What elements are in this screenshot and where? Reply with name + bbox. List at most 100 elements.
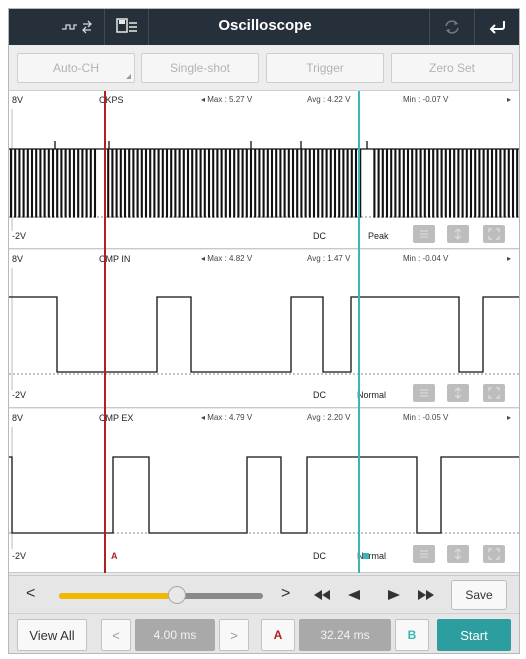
step-forward-button[interactable] (383, 586, 405, 604)
ckps-scale-button[interactable] (447, 225, 469, 243)
cmp-ex-channel-name: CMP EX (99, 413, 134, 423)
time-next-button[interactable]: > (219, 619, 249, 651)
cmp-in-min-value: Min : -0.04 V (403, 254, 449, 263)
back-button[interactable] (475, 9, 519, 45)
start-button[interactable]: Start (437, 619, 511, 651)
cmp-in-waveform (9, 268, 519, 390)
cmp-in-coupling: DC (313, 390, 326, 400)
ckps-channel-name: CKPS (99, 95, 124, 105)
ckps-expand-button[interactable] (483, 225, 505, 243)
time-div-display: 4.00 ms (135, 619, 215, 651)
single-shot-button[interactable]: Single-shot (141, 53, 259, 83)
vertical-arrows-icon (454, 228, 462, 240)
vertical-arrows-icon (454, 548, 462, 560)
dropdown-corner-icon (126, 74, 131, 79)
toolbar: Auto-CH Single-shot Trigger Zero Set (9, 45, 519, 91)
scroll-left-button[interactable]: < (26, 585, 36, 602)
ckps-bottom-scale: -2V (12, 231, 27, 241)
page-title: Oscilloscope (218, 17, 312, 34)
cmp-in-top-scale: 8V (12, 254, 24, 264)
cmp-in-max-value: ◂ Max : 4.82 V (201, 254, 253, 263)
ckps-avg-value: Avg : 4.22 V (307, 95, 351, 104)
return-arrow-icon (489, 21, 505, 34)
cmp-ex-mode: Normal (357, 551, 387, 561)
ckps-mode: Peak (368, 231, 389, 241)
cmp-ex-waveform (9, 427, 519, 549)
cursor-a-button[interactable]: A (261, 619, 295, 651)
expand-icon (488, 548, 500, 560)
cmp-in-max-text: Max : 4.82 V (207, 254, 253, 263)
refresh-button[interactable] (429, 9, 475, 45)
cmp-ex-scale-button[interactable] (447, 545, 469, 563)
single-shot-label: Single-shot (169, 61, 231, 75)
ckps-min-value: Min : -0.07 V (403, 95, 449, 104)
oscilloscope-app: Oscilloscope Auto-CH Single-shot Trigger (8, 8, 520, 654)
cmp-in-next-arrow-icon[interactable]: ▸ (507, 254, 512, 263)
time-prev-button[interactable]: < (101, 619, 131, 651)
ckps-next-arrow-icon[interactable]: ▸ (507, 95, 512, 104)
channel-settings-button[interactable] (53, 9, 105, 45)
ckps-top-scale: 8V (12, 95, 24, 105)
channel-panel-cmp-ex[interactable]: 8V CMP EX ◂ Max : 4.79 V Avg : 2.20 V Mi… (9, 409, 519, 573)
cursor-delta-display: 32.24 ms (299, 619, 391, 651)
fast-forward-button[interactable] (415, 586, 437, 604)
auto-ch-button[interactable]: Auto-CH (17, 53, 135, 83)
cmp-ex-next-arrow-icon[interactable]: ▸ (507, 413, 512, 422)
waveform-settings-icon (61, 20, 92, 34)
cmp-in-mode: Normal (357, 390, 387, 400)
cmp-ex-menu-button[interactable] (413, 545, 435, 563)
cursor-b-button[interactable]: B (395, 619, 429, 651)
scroll-controls: < > Save (9, 575, 519, 613)
cmp-ex-bottom-scale: -2V (12, 551, 27, 561)
fast-forward-icon (418, 590, 434, 600)
scroll-track-fill (59, 593, 178, 599)
auto-ch-label: Auto-CH (52, 61, 99, 75)
scroll-track[interactable] (59, 593, 263, 599)
cursor-a-line[interactable] (104, 91, 106, 573)
trigger-button[interactable]: Trigger (266, 53, 384, 83)
bottom-controls: View All < 4.00 ms > A 32.24 ms B Start (9, 613, 519, 653)
ckps-coupling: DC (313, 231, 326, 241)
zero-set-label: Zero Set (428, 61, 476, 75)
expand-icon (488, 228, 500, 240)
cmp-in-expand-button[interactable] (483, 384, 505, 402)
cmp-ex-max-value: ◂ Max : 4.79 V (201, 413, 253, 422)
cmp-ex-min-value: Min : -0.05 V (403, 413, 449, 422)
vertical-arrows-icon (454, 387, 462, 399)
menu-icon (420, 389, 428, 397)
cmp-ex-max-text: Max : 4.79 V (207, 413, 253, 422)
cmp-in-channel-name: CMP IN (99, 254, 131, 264)
ckps-waveform (9, 109, 519, 231)
trigger-label: Trigger (306, 61, 344, 75)
menu-icon (420, 550, 428, 558)
record-list-button[interactable] (105, 9, 149, 45)
scroll-thumb[interactable] (168, 586, 187, 604)
menu-icon (420, 230, 428, 238)
channel-panel-cmp-in[interactable]: 8V CMP IN ◂ Max : 4.82 V Avg : 1.47 V Mi… (9, 250, 519, 408)
zero-set-button[interactable]: Zero Set (391, 53, 513, 83)
refresh-icon (445, 20, 459, 34)
step-forward-icon (388, 590, 400, 600)
title-bar: Oscilloscope (9, 9, 519, 45)
cmp-in-scale-button[interactable] (447, 384, 469, 402)
cmp-in-bottom-scale: -2V (12, 390, 27, 400)
cursor-a-marker[interactable]: A (111, 551, 118, 561)
rewind-icon (314, 590, 330, 600)
cmp-ex-coupling: DC (313, 551, 326, 561)
ckps-menu-button[interactable] (413, 225, 435, 243)
save-button[interactable]: Save (451, 580, 507, 610)
cmp-ex-expand-button[interactable] (483, 545, 505, 563)
channel-panel-ckps[interactable]: 8V CKPS ◂ Max : 5.27 V Avg : 4.22 V Min … (9, 91, 519, 249)
ckps-max-value: ◂ Max : 5.27 V (201, 95, 253, 104)
cursor-b-line[interactable] (358, 91, 360, 573)
cmp-in-avg-value: Avg : 1.47 V (307, 254, 351, 263)
step-back-button[interactable] (343, 586, 365, 604)
view-all-button[interactable]: View All (17, 619, 87, 651)
cmp-ex-avg-value: Avg : 2.20 V (307, 413, 351, 422)
ckps-max-text: Max : 5.27 V (207, 95, 253, 104)
rewind-button[interactable] (311, 586, 333, 604)
record-list-icon (115, 18, 137, 33)
scroll-right-button[interactable]: > (281, 585, 291, 602)
cmp-in-menu-button[interactable] (413, 384, 435, 402)
cursor-b-marker[interactable] (363, 553, 369, 559)
